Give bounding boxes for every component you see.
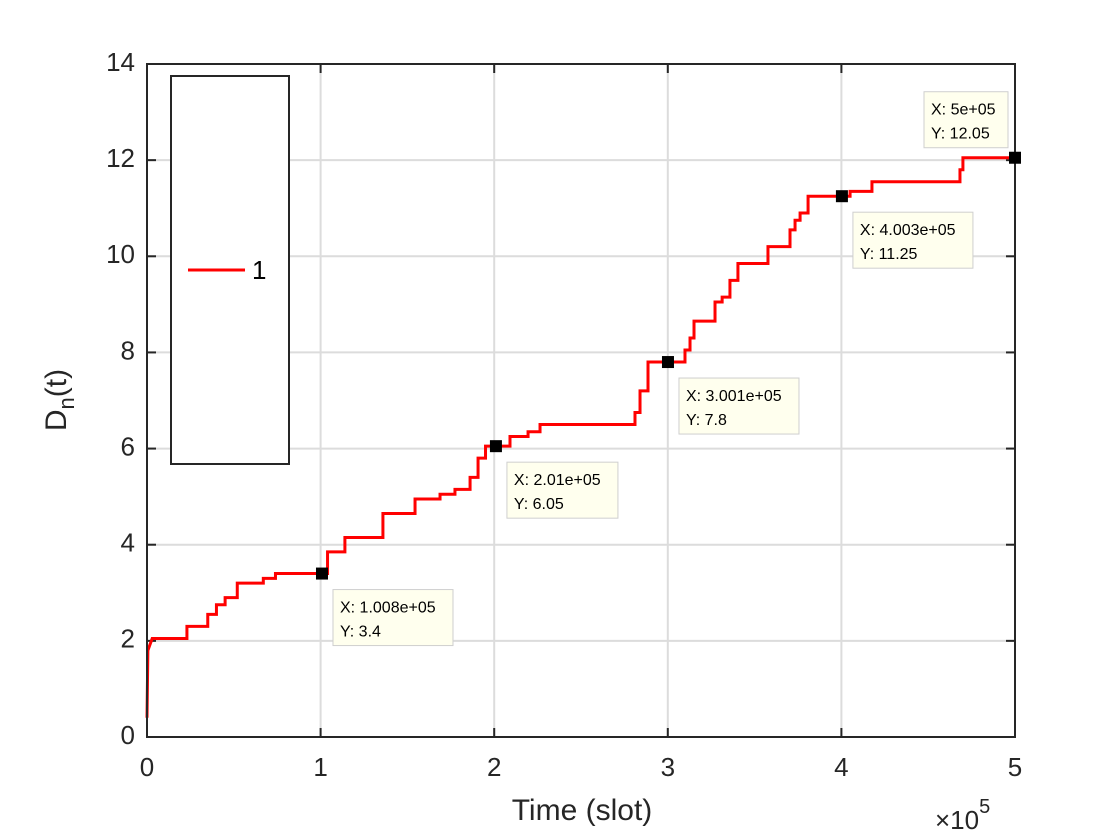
datatip-y: Y: 7.8: [686, 412, 727, 429]
x-tick-label: 1: [313, 752, 327, 782]
y-tick-label: 4: [121, 528, 135, 558]
datatip-x: X: 5e+05: [931, 102, 996, 119]
datatip-x: X: 2.01e+05: [514, 472, 601, 489]
datatip-y: Y: 11.25: [860, 246, 918, 263]
datatip-box: [332, 589, 454, 647]
x-multiplier-exp: 5: [979, 796, 990, 818]
datatip-marker: [315, 567, 328, 580]
legend: 1: [170, 75, 290, 465]
datatip-y: Y: 12.05: [931, 126, 990, 143]
datatip-box: [506, 461, 619, 519]
datatip-y: Y: 6.05: [514, 496, 564, 513]
plot: [145, 156, 1015, 718]
datatip-marker: [661, 356, 674, 369]
y-tick-label: 10: [106, 239, 135, 269]
y-tick-label: 8: [121, 335, 135, 365]
axes-box: [146, 63, 1016, 738]
datatip-x: X: 1.008e+05: [340, 600, 436, 617]
data-line: [145, 156, 1015, 718]
y-axis-label: Dn(t): [40, 369, 79, 431]
y-tick-label: 12: [106, 143, 135, 173]
x-multiplier-base: ×10: [935, 805, 979, 835]
datatip-marker: [489, 440, 502, 453]
datatip-y: Y: 3.4: [340, 624, 381, 641]
y-label-main: D: [40, 409, 73, 431]
datatip-box: [852, 211, 974, 269]
legend-label: 1: [252, 255, 266, 285]
x-tick-label: 2: [487, 752, 501, 782]
y-tick-label: 14: [106, 47, 135, 77]
y-tick-label: 6: [121, 431, 135, 461]
x-tick-label: 3: [661, 752, 675, 782]
datatip-marker: [835, 190, 848, 203]
y-tick-label: 0: [121, 720, 135, 750]
x-axis-label: Time (slot): [512, 794, 653, 827]
datatip-box: [923, 91, 1009, 149]
datatip-marker: [1009, 151, 1021, 164]
x-tick-label: 5: [1008, 752, 1022, 782]
y-tick-label: 2: [121, 624, 135, 654]
x-tick-label: 0: [140, 752, 154, 782]
x-tick-label: 4: [834, 752, 848, 782]
datatip-x: X: 4.003e+05: [860, 222, 956, 239]
datatip-x: X: 3.001e+05: [686, 388, 782, 405]
y-label-rest: (t): [40, 369, 73, 397]
x-multiplier: ×105: [935, 796, 990, 835]
datatip-box: [678, 377, 800, 435]
y-label-sub: n: [54, 397, 79, 409]
datatips: X: 1.008e+05 Y: 3.4 X: 2.01e+05 Y: 6.05 X: 3…: [315, 91, 1021, 647]
